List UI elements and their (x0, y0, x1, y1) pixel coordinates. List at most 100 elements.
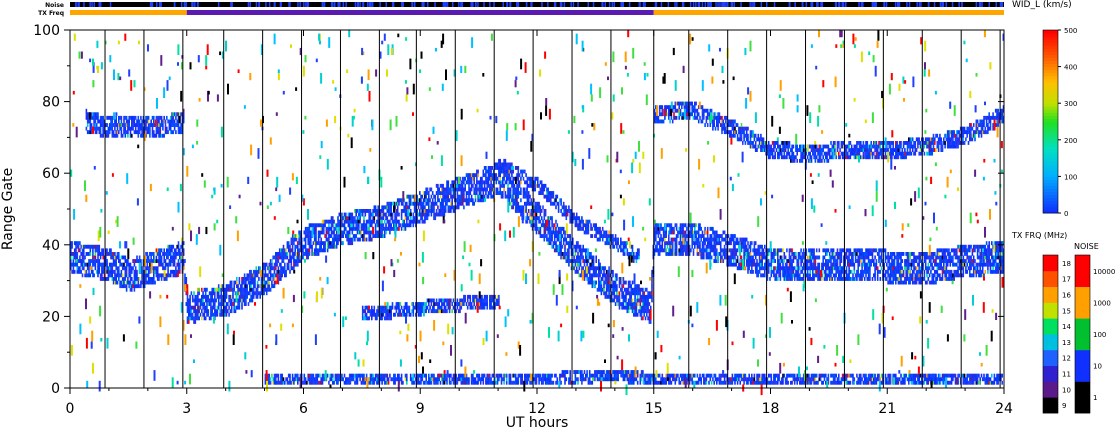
echo-pixel (727, 248, 730, 253)
echo-pixel (468, 191, 470, 195)
echo-pixel (211, 287, 213, 292)
echo-pixel (233, 302, 235, 306)
echo-pixel (564, 244, 566, 249)
noise-bar-tick (274, 2, 276, 7)
echo-pixel (643, 309, 645, 314)
echo-pixel (793, 273, 796, 278)
echo-pixel (588, 266, 591, 271)
noise-bar-tick (255, 2, 258, 7)
echo-pixel (291, 241, 294, 246)
echo-pixel (430, 201, 433, 206)
echo-pixel (854, 248, 857, 253)
echo-pixel (668, 237, 670, 242)
echo-pixel (773, 248, 775, 253)
noise-bar-tick (805, 2, 808, 7)
echo-pixel (207, 298, 210, 303)
echo-pixel (706, 237, 709, 242)
echo-pixel (827, 248, 830, 253)
echo-pixel (988, 252, 990, 256)
echo-pixel (756, 262, 758, 267)
echo-pixel (915, 266, 918, 271)
echo-pixel (640, 294, 643, 299)
echo-pixel (204, 316, 207, 321)
echo-pixel (433, 209, 435, 213)
echo-pixel (992, 269, 994, 274)
echo-pixel (905, 262, 907, 267)
echo-pixel (594, 266, 596, 271)
echo-pixel (600, 266, 603, 271)
echo-pixel (396, 226, 399, 231)
echo-pixel (908, 262, 910, 267)
echo-pixel (918, 252, 920, 256)
echo-pixel (655, 237, 657, 242)
echo-pixel (334, 234, 337, 238)
echo-pixel (879, 277, 882, 281)
echo-pixel (505, 194, 508, 199)
echo-pixel (341, 216, 343, 221)
echo-pixel (972, 255, 975, 260)
echo-pixel (101, 273, 103, 278)
echo-pixel (400, 198, 403, 203)
echo-pixel (742, 244, 744, 249)
echo-pixel (749, 244, 752, 249)
echo-pixel (290, 248, 293, 253)
echo-pixel (731, 255, 734, 260)
echo-pixel (463, 191, 465, 195)
echo-pixel (424, 219, 426, 224)
echo-pixel (754, 252, 757, 256)
echo-pixel (399, 198, 402, 203)
echo-pixel (889, 252, 892, 256)
echo-pixel (114, 255, 116, 260)
echo-pixel (167, 248, 169, 253)
echo-pixel (792, 252, 795, 256)
echo-pixel (172, 259, 175, 263)
echo-pixel (939, 277, 941, 281)
echo-pixel (566, 255, 569, 260)
echo-pixel (442, 209, 444, 213)
echo-pixel (582, 266, 584, 271)
echo-pixel (94, 248, 97, 253)
echo-pixel (578, 266, 581, 271)
echo-pixel (457, 205, 460, 210)
echo-pixel (185, 280, 188, 285)
echo-pixel (197, 302, 199, 306)
echo-pixel (853, 248, 856, 253)
echo-pixel (684, 230, 687, 235)
echo-pixel (477, 173, 479, 178)
echo-pixel (889, 266, 892, 271)
echo-pixel (595, 255, 597, 260)
echo-pixel (125, 273, 128, 278)
echo-pixel (648, 294, 651, 299)
echo-pixel (202, 312, 204, 317)
echo-pixel (988, 248, 990, 253)
echo-pixel (387, 201, 390, 206)
echo-pixel (608, 284, 610, 289)
echo-pixel (363, 209, 365, 213)
echo-pixel (550, 230, 552, 235)
noise-bar-tick (918, 2, 921, 7)
echo-pixel (604, 273, 607, 278)
echo-pixel (214, 298, 216, 303)
noise-bar-tick (339, 2, 341, 7)
echo-pixel (721, 234, 723, 238)
echo-pixel (790, 262, 792, 267)
echo-pixel (496, 187, 499, 192)
noise-bar-tick (531, 2, 533, 7)
echo-pixel (547, 226, 549, 231)
echo-pixel (761, 244, 763, 249)
echo-pixel (377, 205, 379, 210)
echo-pixel (844, 262, 846, 267)
echo-pixel (71, 269, 73, 274)
echo-pixel (939, 259, 941, 263)
echo-pixel (747, 252, 749, 256)
echo-pixel (620, 277, 622, 281)
noise-bar-tick (721, 2, 723, 7)
echo-pixel (115, 273, 117, 278)
echo-pixel (241, 294, 243, 299)
echo-pixel (145, 269, 147, 274)
echo-pixel (459, 183, 461, 188)
echo-pixel (123, 277, 125, 281)
echo-pixel (948, 259, 950, 263)
echo-pixel (961, 266, 963, 271)
echo-pixel (610, 291, 613, 296)
